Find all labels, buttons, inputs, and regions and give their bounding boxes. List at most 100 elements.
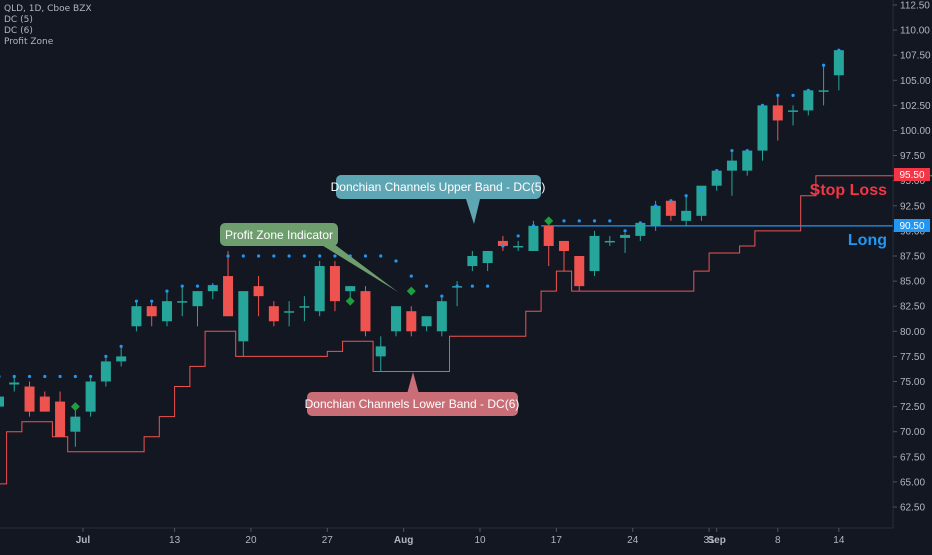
candle-body — [85, 381, 96, 412]
candle-body — [711, 170, 722, 186]
profit-zone-marker — [70, 402, 80, 412]
candles — [0, 50, 844, 447]
upper-band-dot — [180, 284, 184, 288]
y-tick-label: 80.00 — [900, 327, 925, 338]
candle-body — [726, 160, 737, 171]
candle-body — [589, 235, 600, 272]
y-tick-label: 107.50 — [900, 51, 931, 62]
upper-band-dot — [12, 374, 16, 379]
candle-body — [192, 291, 203, 307]
upper-band-dot — [379, 254, 383, 258]
callout-lower-text: Donchian Channels Lower Band - DC(6) — [305, 397, 520, 411]
candle-body — [253, 286, 264, 297]
upper-band-dot — [501, 244, 505, 248]
candle-body — [696, 185, 707, 216]
long-price-badge: 90.50 — [894, 219, 930, 232]
upper-band-dot — [256, 254, 261, 258]
upper-band-dot — [470, 284, 474, 288]
x-tick-label: 8 — [775, 535, 781, 546]
upper-band-dot — [684, 194, 688, 198]
candle-body — [681, 210, 692, 221]
y-tick-label: 92.50 — [900, 201, 925, 212]
upper-band-dot — [623, 229, 627, 233]
callout-upper: Donchian Channels Upper Band - DC(5) — [331, 175, 545, 224]
candle-body — [543, 225, 554, 246]
y-tick-label: 82.50 — [900, 302, 925, 313]
upper-band-dot — [455, 284, 459, 288]
y-tick-label: 100.00 — [900, 126, 931, 137]
candle-body — [482, 250, 493, 264]
legend: QLD, 1D, Cboe BZX DC (5) DC (6) Profit Z… — [4, 4, 92, 48]
upper-band-dot — [837, 48, 841, 52]
x-tick-label: Aug — [394, 535, 413, 546]
legend-pz: Profit Zone — [4, 37, 54, 47]
candle-body — [742, 150, 753, 171]
x-tick-label: 27 — [322, 535, 334, 546]
y-tick-label: 70.00 — [900, 427, 925, 438]
legend-dc6: DC (6) — [4, 26, 33, 36]
upper-band-dot — [241, 254, 245, 258]
candle-body — [497, 240, 508, 246]
upper-band-dots — [0, 48, 841, 379]
candle-body — [314, 266, 325, 312]
candle-body — [24, 386, 35, 412]
upper-band-dot — [562, 219, 566, 223]
callout-upper-box — [336, 175, 541, 199]
upper-band-dot — [0, 375, 1, 378]
upper-band-dot — [592, 219, 597, 223]
candle-body — [803, 90, 814, 111]
candle-body — [421, 316, 432, 327]
upper-band-dot — [27, 374, 32, 379]
y-tick-label: 62.50 — [900, 503, 925, 514]
upper-band-dot — [791, 93, 795, 97]
candle-body — [9, 382, 20, 385]
upper-band-dot — [654, 204, 658, 208]
x-tick-label: 13 — [169, 535, 181, 546]
y-tick-label: 105.00 — [900, 76, 931, 87]
candle-body — [177, 301, 188, 303]
y-tick-label: 102.50 — [900, 101, 931, 112]
callout-lower: Donchian Channels Lower Band - DC(6) — [305, 372, 520, 416]
upper-band-dot — [715, 169, 719, 173]
candle-body — [70, 416, 81, 432]
upper-band-dot — [58, 374, 62, 379]
candle-body — [604, 240, 615, 243]
long-price-text: 90.50 — [899, 221, 924, 232]
x-tick-label: 24 — [627, 535, 639, 546]
candle-body — [207, 285, 218, 292]
callout-pz: Profit Zone Indicator — [220, 223, 398, 292]
x-tick-label: 10 — [474, 535, 486, 546]
upper-band-dot — [409, 274, 413, 278]
y-tick-label: 95.00 — [900, 176, 925, 187]
callout-lower-box — [307, 392, 518, 416]
y-tick-label: 87.50 — [900, 252, 925, 263]
candle-body — [223, 276, 234, 317]
upper-band-dot — [211, 284, 215, 288]
upper-band-dot — [669, 199, 673, 203]
legend-dc5: DC (5) — [4, 15, 33, 25]
candle-body — [757, 105, 768, 151]
candle-body — [161, 301, 172, 322]
candle-body — [665, 200, 676, 216]
candle-body — [116, 356, 127, 362]
candle-body — [513, 245, 524, 248]
stop-price-text: 95.50 — [899, 170, 924, 181]
stop-price-badge: 95.50 — [894, 168, 930, 181]
upper-band-dot — [272, 254, 276, 258]
upper-band-dot — [806, 88, 810, 92]
upper-band-dot — [287, 254, 291, 258]
upper-band-dot — [226, 254, 230, 258]
legend-symbol: QLD, 1D, Cboe BZX — [4, 4, 92, 14]
candle-body — [620, 234, 631, 238]
y-tick-label: 85.00 — [900, 277, 925, 288]
upper-band-dot — [302, 254, 306, 258]
candle-body — [574, 256, 585, 287]
candle-body — [146, 306, 157, 317]
x-tick-label: Sep — [708, 535, 726, 546]
upper-band-dot — [104, 354, 108, 358]
